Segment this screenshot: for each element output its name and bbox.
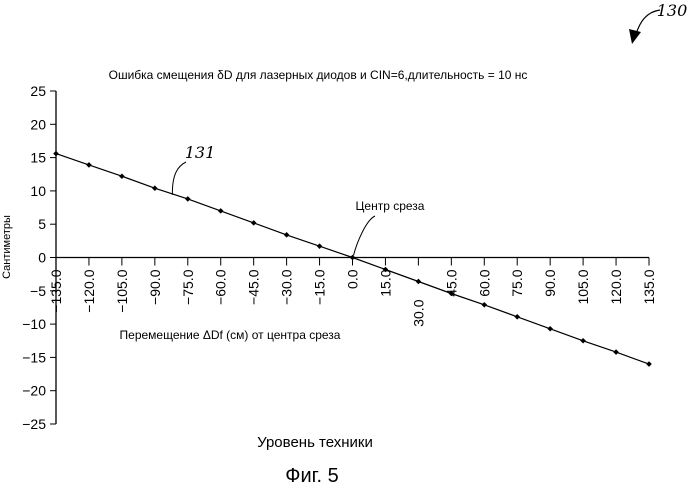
x-tick-label: −135.0 (48, 269, 64, 312)
data-point (86, 162, 92, 168)
x-tick-label: 60.0 (476, 269, 492, 296)
y-tick-label: 0 (38, 250, 46, 266)
x-tick-label: 135.0 (641, 269, 657, 304)
x-tick-label: 105.0 (575, 269, 591, 304)
x-tick-label: −90.0 (147, 269, 163, 305)
footer-label: Уровень техники (257, 434, 373, 451)
data-point (613, 349, 619, 355)
series-label: 131 (185, 143, 216, 162)
y-tick-label: −15 (22, 349, 46, 365)
series-label-leader (172, 162, 186, 195)
data-point (185, 196, 191, 202)
data-point (284, 232, 290, 238)
chart-title: Ошибка смещения δD для лазерных диодов и… (109, 68, 528, 82)
x-tick-label: 75.0 (509, 269, 525, 296)
x-tick-label: 15.0 (377, 269, 393, 296)
x-tick-label: −60.0 (213, 269, 229, 305)
x-tick-label: −120.0 (81, 269, 97, 312)
x-tick-label: 0.0 (345, 269, 361, 289)
center-annotation-label: Центр среза (356, 199, 425, 213)
y-tick-label: 15 (30, 150, 46, 166)
x-tick-label: 90.0 (542, 269, 558, 296)
y-tick-label: −25 (22, 416, 46, 432)
x-tick-label: −105.0 (114, 269, 130, 312)
plot-area: 25 20 15 10 5 0 −5 −10 −15 −20 −25 −135.0 −120.0 −105… (22, 83, 657, 432)
y-axis-label: Сантиметры (1, 215, 13, 279)
data-point (514, 314, 520, 320)
y-tick-label: −10 (22, 316, 46, 332)
y-tick-label: −5 (30, 283, 46, 299)
data-point (53, 151, 59, 157)
data-point (416, 279, 422, 285)
reference-arrow (629, 10, 660, 44)
data-point (481, 302, 487, 308)
data-point (350, 255, 356, 261)
data-point (152, 185, 158, 191)
x-tick-label: −15.0 (312, 269, 328, 305)
x-tick-label: 30.0 (410, 299, 426, 326)
reference-number: 130 (657, 1, 688, 20)
x-tick-label: −45.0 (246, 269, 262, 305)
y-tick-label: 10 (30, 183, 46, 199)
y-tick-label: −20 (22, 383, 46, 399)
center-annotation-leader (354, 216, 376, 256)
x-tick-label: 120.0 (608, 269, 624, 304)
data-point (580, 338, 586, 344)
y-tick-label: 20 (30, 116, 46, 132)
x-tick-label: −30.0 (279, 269, 295, 305)
data-point (218, 208, 224, 214)
y-tick-label: 25 (30, 83, 46, 99)
data-point (317, 243, 323, 249)
data-point (547, 326, 553, 332)
data-point (119, 173, 125, 179)
y-tick-label: 5 (38, 216, 46, 232)
x-tick-label: −75.0 (180, 269, 196, 305)
x-axis-label: Перемещение ΔDf (см) от центра среза (120, 328, 341, 342)
figure-caption: Фиг. 5 (285, 465, 338, 485)
data-point (646, 361, 652, 367)
data-point (251, 220, 257, 226)
